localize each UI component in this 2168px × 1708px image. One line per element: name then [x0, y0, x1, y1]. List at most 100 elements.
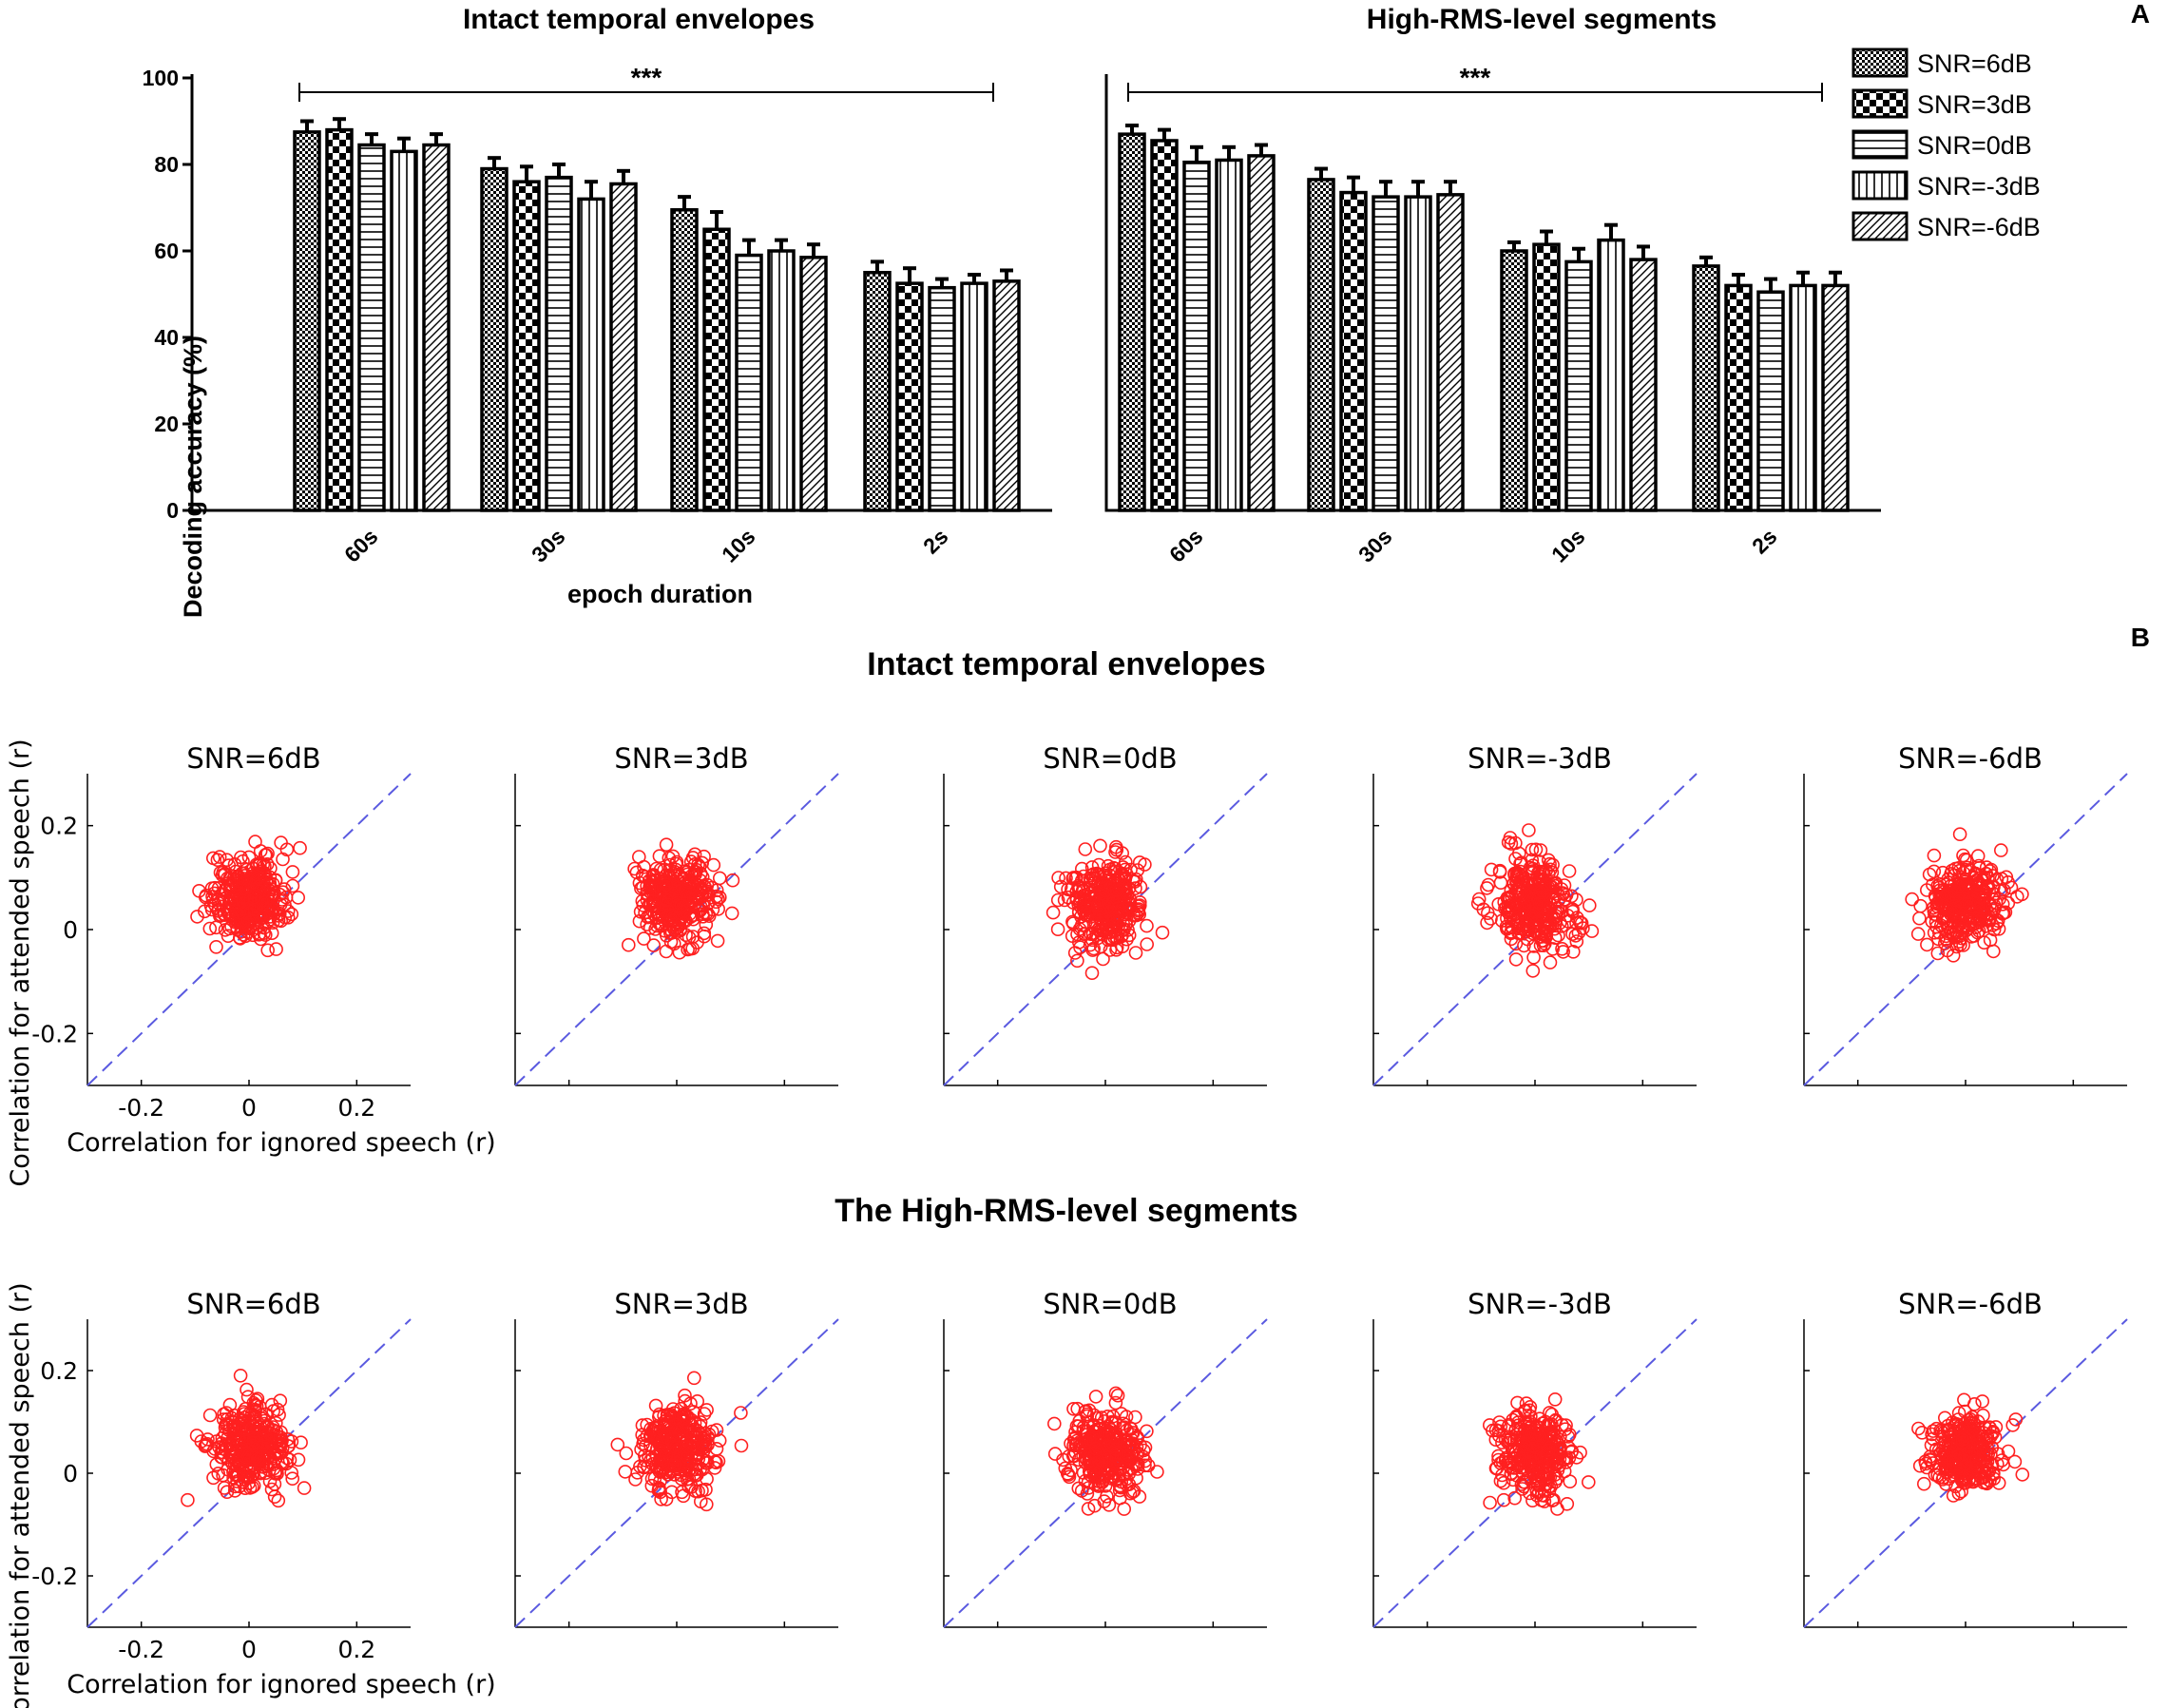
- scatter-point: [202, 921, 218, 936]
- scatter-point: [1047, 1447, 1063, 1461]
- scatter-point: [1506, 1450, 1522, 1466]
- scatter-point: [1990, 1456, 2005, 1471]
- scatter-point: [1541, 1417, 1556, 1432]
- scatter-point: [1088, 1441, 1103, 1456]
- scatter-point: [1973, 1441, 1987, 1455]
- scatter-point: [1507, 1490, 1522, 1506]
- scatter-point: [269, 942, 283, 956]
- scatter-point: [698, 1433, 713, 1449]
- scatter-point: [1087, 1446, 1103, 1461]
- scatter-point: [1133, 879, 1148, 894]
- scatter-point: [1133, 894, 1147, 910]
- legend-label: SNR=-3dB: [1917, 172, 2041, 201]
- scatter-point: [1493, 1473, 1508, 1488]
- scatter-point: [224, 919, 239, 933]
- scatter-point: [265, 876, 280, 892]
- scatter-point: [709, 894, 723, 910]
- scatter-point: [1110, 1388, 1125, 1403]
- scatter-point: [1525, 842, 1540, 857]
- bar: [1247, 154, 1276, 512]
- scatter-point: [1514, 1477, 1529, 1491]
- scatter-point: [1926, 1431, 1941, 1447]
- scatter-point: [1532, 1461, 1546, 1476]
- scatter-point: [1930, 1468, 1945, 1483]
- scatter-point: [1980, 880, 1995, 894]
- scatter-point: [189, 1429, 204, 1443]
- scatter-point: [1938, 1411, 1952, 1426]
- scatter-point: [1983, 1473, 1997, 1488]
- scatter-point: [1503, 898, 1518, 912]
- scatter-point: [1969, 873, 1985, 888]
- scatter-point: [1931, 931, 1946, 947]
- scatter-title: SNR=6dB: [186, 742, 320, 775]
- scatter-point: [1498, 1432, 1513, 1448]
- scatter-point: [1525, 964, 1541, 978]
- scatter-point: [1115, 923, 1130, 938]
- scatter-point: [1512, 846, 1526, 861]
- scatter-point: [221, 1452, 237, 1468]
- legend-label: SNR=3dB: [1917, 90, 2032, 119]
- x-tick-label: 60s: [1164, 524, 1208, 567]
- scatter-point: [271, 912, 286, 928]
- scatter-row-intact: SNR=6dB 0.2 0 -0.2 -0.2 0 0.2 Correlation for i…: [6, 739, 2128, 1187]
- scatter-point: [1529, 1485, 1544, 1499]
- scatter-point: [1525, 1463, 1541, 1478]
- scatter-point: [199, 890, 213, 905]
- legend-label: SNR=6dB: [1917, 49, 2032, 78]
- scatter-point: [209, 939, 223, 954]
- scatter-point: [1520, 922, 1534, 936]
- scatter-point: [1510, 875, 1525, 890]
- scatter-point: [228, 1468, 243, 1483]
- scatter-title: SNR=6dB: [186, 1288, 320, 1320]
- scatter-point: [233, 1369, 248, 1383]
- scatter-point: [1538, 929, 1552, 943]
- bar: [357, 143, 386, 512]
- scatter-point: [1116, 916, 1130, 931]
- x-tick-label: 2s: [1747, 524, 1781, 558]
- scatter-point: [1948, 926, 1964, 940]
- scatter-point: [681, 1456, 696, 1471]
- y-axis-label: Decoding accuracy (%): [179, 336, 207, 618]
- scatter-point: [1565, 902, 1580, 917]
- scatter-point: [1097, 868, 1112, 883]
- scatter-point: [1517, 902, 1532, 917]
- scatter-point: [1968, 920, 1983, 935]
- scatter-point: [1129, 1448, 1144, 1463]
- scatter-point: [1574, 915, 1589, 931]
- scatter-point: [709, 1455, 723, 1469]
- diagonal-line: [1372, 773, 1698, 1086]
- scatter-point: [640, 917, 655, 931]
- scatter-point: [1114, 1407, 1129, 1421]
- scatter-point: [684, 868, 700, 883]
- scatter-point: [1066, 1431, 1082, 1447]
- scatter-point: [1558, 1422, 1573, 1436]
- scatter-point: [1550, 904, 1564, 919]
- scatter-point: [1086, 1434, 1102, 1449]
- scatter-point: [1084, 1465, 1098, 1480]
- scatter-point: [1971, 895, 1986, 910]
- scatter-point: [1972, 911, 1987, 926]
- scatter-point: [673, 923, 688, 938]
- scatter-point: [1506, 1443, 1520, 1458]
- scatter-point: [1486, 1423, 1500, 1438]
- scatter-point: [1501, 921, 1516, 935]
- scatter-point: [652, 901, 667, 916]
- scatter-point: [285, 1471, 300, 1486]
- scatter-title: SNR=-3dB: [1468, 742, 1612, 775]
- scatter-point: [1511, 880, 1525, 895]
- bar: [735, 253, 763, 512]
- scatter-point: [1517, 1461, 1532, 1476]
- legend-label: SNR=0dB: [1917, 131, 2032, 160]
- scatter-point: [631, 850, 646, 864]
- scatter-point: [1975, 1394, 1989, 1409]
- scatter-point: [656, 897, 670, 912]
- scatter-point: [1102, 888, 1116, 903]
- scatter-point: [1915, 1426, 1929, 1440]
- scatter-point: [227, 892, 241, 907]
- diagonal-line: [1803, 1318, 2128, 1628]
- scatter-point: [1532, 854, 1546, 869]
- scatter-point: [667, 1468, 681, 1482]
- scatter-point: [215, 1430, 230, 1446]
- scatter-point: [710, 933, 725, 949]
